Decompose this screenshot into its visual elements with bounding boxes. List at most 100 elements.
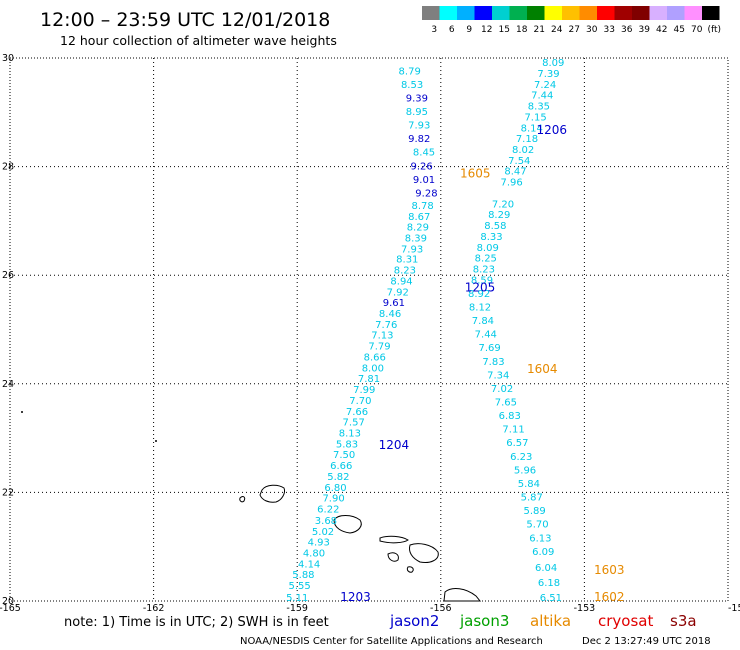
descending-track-wave-height: 8.25 [475, 254, 497, 265]
oahu-outline [333, 515, 362, 534]
ascending-track-wave-height: 7.90 [322, 494, 344, 505]
descending-track-wave-height: 8.14 [521, 123, 543, 134]
legend-swatch [562, 6, 580, 20]
pass-label: 1204 [379, 438, 410, 452]
descending-track-wave-height: 6.04 [535, 563, 557, 574]
ascending-track-wave-height: 8.67 [408, 212, 430, 223]
descending-track-wave-height: 5.84 [518, 479, 540, 490]
ascending-track-wave-height: 7.81 [358, 374, 380, 385]
descending-track-wave-height: 8.09 [542, 58, 564, 69]
ascending-track-wave-height: 7.50 [333, 450, 355, 461]
descending-track-wave-height: 7.02 [491, 384, 513, 395]
legend-swatch [579, 6, 597, 20]
color-legend: 3 6 9 12 15 18 21 24 27 30 33 36 39 42 45 70 (ft) [422, 6, 721, 35]
lon-tick-label: -162 [143, 603, 165, 614]
footer-note: note: 1) Time is in UTC; 2) SWH is in fe… [64, 615, 329, 630]
descending-track-wave-height: 7.20 [492, 199, 514, 210]
ascending-track-wave-height: 8.53 [401, 80, 423, 91]
legend-swatch [492, 6, 510, 20]
descending-track-wave-height: 7.65 [495, 398, 517, 409]
legend-label: 36 [621, 25, 633, 35]
descending-track-wave-height: 7.44 [475, 330, 497, 341]
lon-tick-label: -159 [286, 603, 308, 614]
ascending-track-wave-height: 9.01 [413, 175, 435, 186]
legend-swatch [474, 6, 492, 20]
lat-tick-label: 24 [2, 379, 14, 390]
lat-tick-label: 28 [2, 162, 14, 173]
lon-tick-label: -153 [574, 603, 596, 614]
ascending-track-wave-height: 9.28 [415, 188, 437, 199]
legend-label: 30 [586, 25, 598, 35]
ascending-track-wave-height: 9.39 [406, 93, 428, 104]
molokai-outline [379, 535, 409, 544]
legend-swatch [527, 6, 545, 20]
descending-track-wave-height: 6.18 [538, 578, 560, 589]
legend-label: 21 [534, 25, 545, 35]
descending-track-wave-height: 7.34 [487, 370, 509, 381]
mission-cryosat: cryosat [598, 612, 653, 630]
islet-mark [155, 440, 157, 442]
ascending-track-wave-height: 6.66 [330, 461, 352, 472]
legend-swatch [684, 6, 702, 20]
descending-track-wave-height: 8.59 [471, 275, 493, 286]
pass-label: 1604 [527, 362, 558, 376]
descending-track-wave-height: 5.89 [523, 506, 545, 517]
ascending-track-wave-height: 5.11 [286, 593, 308, 604]
ascending-track-wave-height: 8.79 [399, 66, 421, 77]
ascending-track-wave-height: 8.29 [407, 223, 429, 234]
niihau-outline [239, 496, 246, 503]
ascending-track-wave-height: 8.46 [379, 309, 401, 320]
descending-track-wave-height: 8.58 [484, 221, 506, 232]
pass-label: 1203 [340, 590, 371, 604]
descending-track-wave-height: 8.29 [488, 210, 510, 221]
legend-label: 15 [499, 25, 510, 35]
descending-track-wave-height: 8.35 [528, 102, 550, 113]
mission-jason3: jason3 [459, 612, 509, 630]
mission-legend: jason2 jason3 altika cryosat s3a [389, 612, 697, 630]
kauai-outline [259, 484, 285, 503]
descending-track-wave-height: 7.69 [478, 343, 500, 354]
ascending-track-wave-height: 7.70 [349, 396, 371, 407]
pass-label: 1605 [460, 166, 491, 180]
legend-swatch [649, 6, 667, 20]
legend-label: 33 [604, 25, 615, 35]
descending-track-wave-height: 7.96 [501, 178, 523, 189]
ascending-track-wave-height: 6.80 [324, 483, 346, 494]
descending-track-wave-height: 8.47 [504, 167, 526, 178]
mission-s3a: s3a [670, 612, 697, 630]
ascending-track-wave-height: 7.76 [375, 320, 397, 331]
legend-label: (ft) [707, 25, 721, 35]
descending-track-wave-height: 7.84 [472, 316, 494, 327]
pass-number-labels: 1203 1204 1205 1206 1605 1604 1603 1602 [340, 123, 624, 604]
ascending-track-wave-height: 8.13 [339, 428, 361, 439]
lon-tick-label: -15 [728, 603, 740, 614]
pass-label: 1206 [537, 123, 568, 137]
ascending-track-wave-height: 9.82 [408, 134, 430, 145]
ascending-track-wave-height: 8.45 [413, 148, 435, 159]
legend-label: 70 [691, 25, 703, 35]
altimeter-tracks: 5.115.555.884.144.804.935.023.686.227.90… [286, 58, 564, 604]
descending-track-wave-height: 7.18 [516, 134, 538, 145]
descending-track-wave-height: 8.23 [473, 264, 495, 275]
map-frame [9, 57, 729, 602]
big-island-outline [443, 588, 482, 602]
legend-label: 3 [431, 25, 437, 35]
descending-track-wave-height: 7.15 [524, 112, 546, 123]
legend-label: 12 [481, 25, 492, 35]
ascending-track-wave-height: 9.26 [411, 161, 433, 172]
kahoolawe-outline [406, 566, 414, 573]
legend-label: 45 [674, 25, 685, 35]
legend-swatch [509, 6, 527, 20]
ascending-track-wave-height: 4.93 [308, 538, 330, 549]
ascending-track-wave-height: 7.57 [343, 418, 365, 429]
legend-swatch [632, 6, 650, 20]
legend-label: 27 [569, 25, 580, 35]
legend-label: 24 [551, 25, 563, 35]
ascending-track-wave-height: 5.83 [336, 439, 358, 450]
generated-timestamp: Dec 2 13:27:49 UTC 2018 [582, 636, 711, 647]
ascending-track-wave-height: 5.55 [288, 581, 310, 592]
lat-tick-label: 26 [2, 270, 14, 281]
descending-track-wave-height: 6.09 [532, 547, 554, 558]
lon-tick-label: -156 [430, 603, 452, 614]
